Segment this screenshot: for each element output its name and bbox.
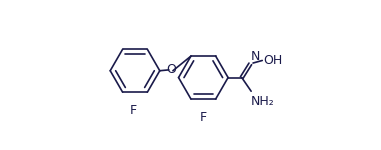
Text: OH: OH <box>263 54 282 67</box>
Text: N: N <box>251 50 261 63</box>
Text: F: F <box>130 104 137 117</box>
Text: F: F <box>200 111 207 124</box>
Text: O: O <box>166 63 176 76</box>
Text: NH₂: NH₂ <box>251 95 275 108</box>
